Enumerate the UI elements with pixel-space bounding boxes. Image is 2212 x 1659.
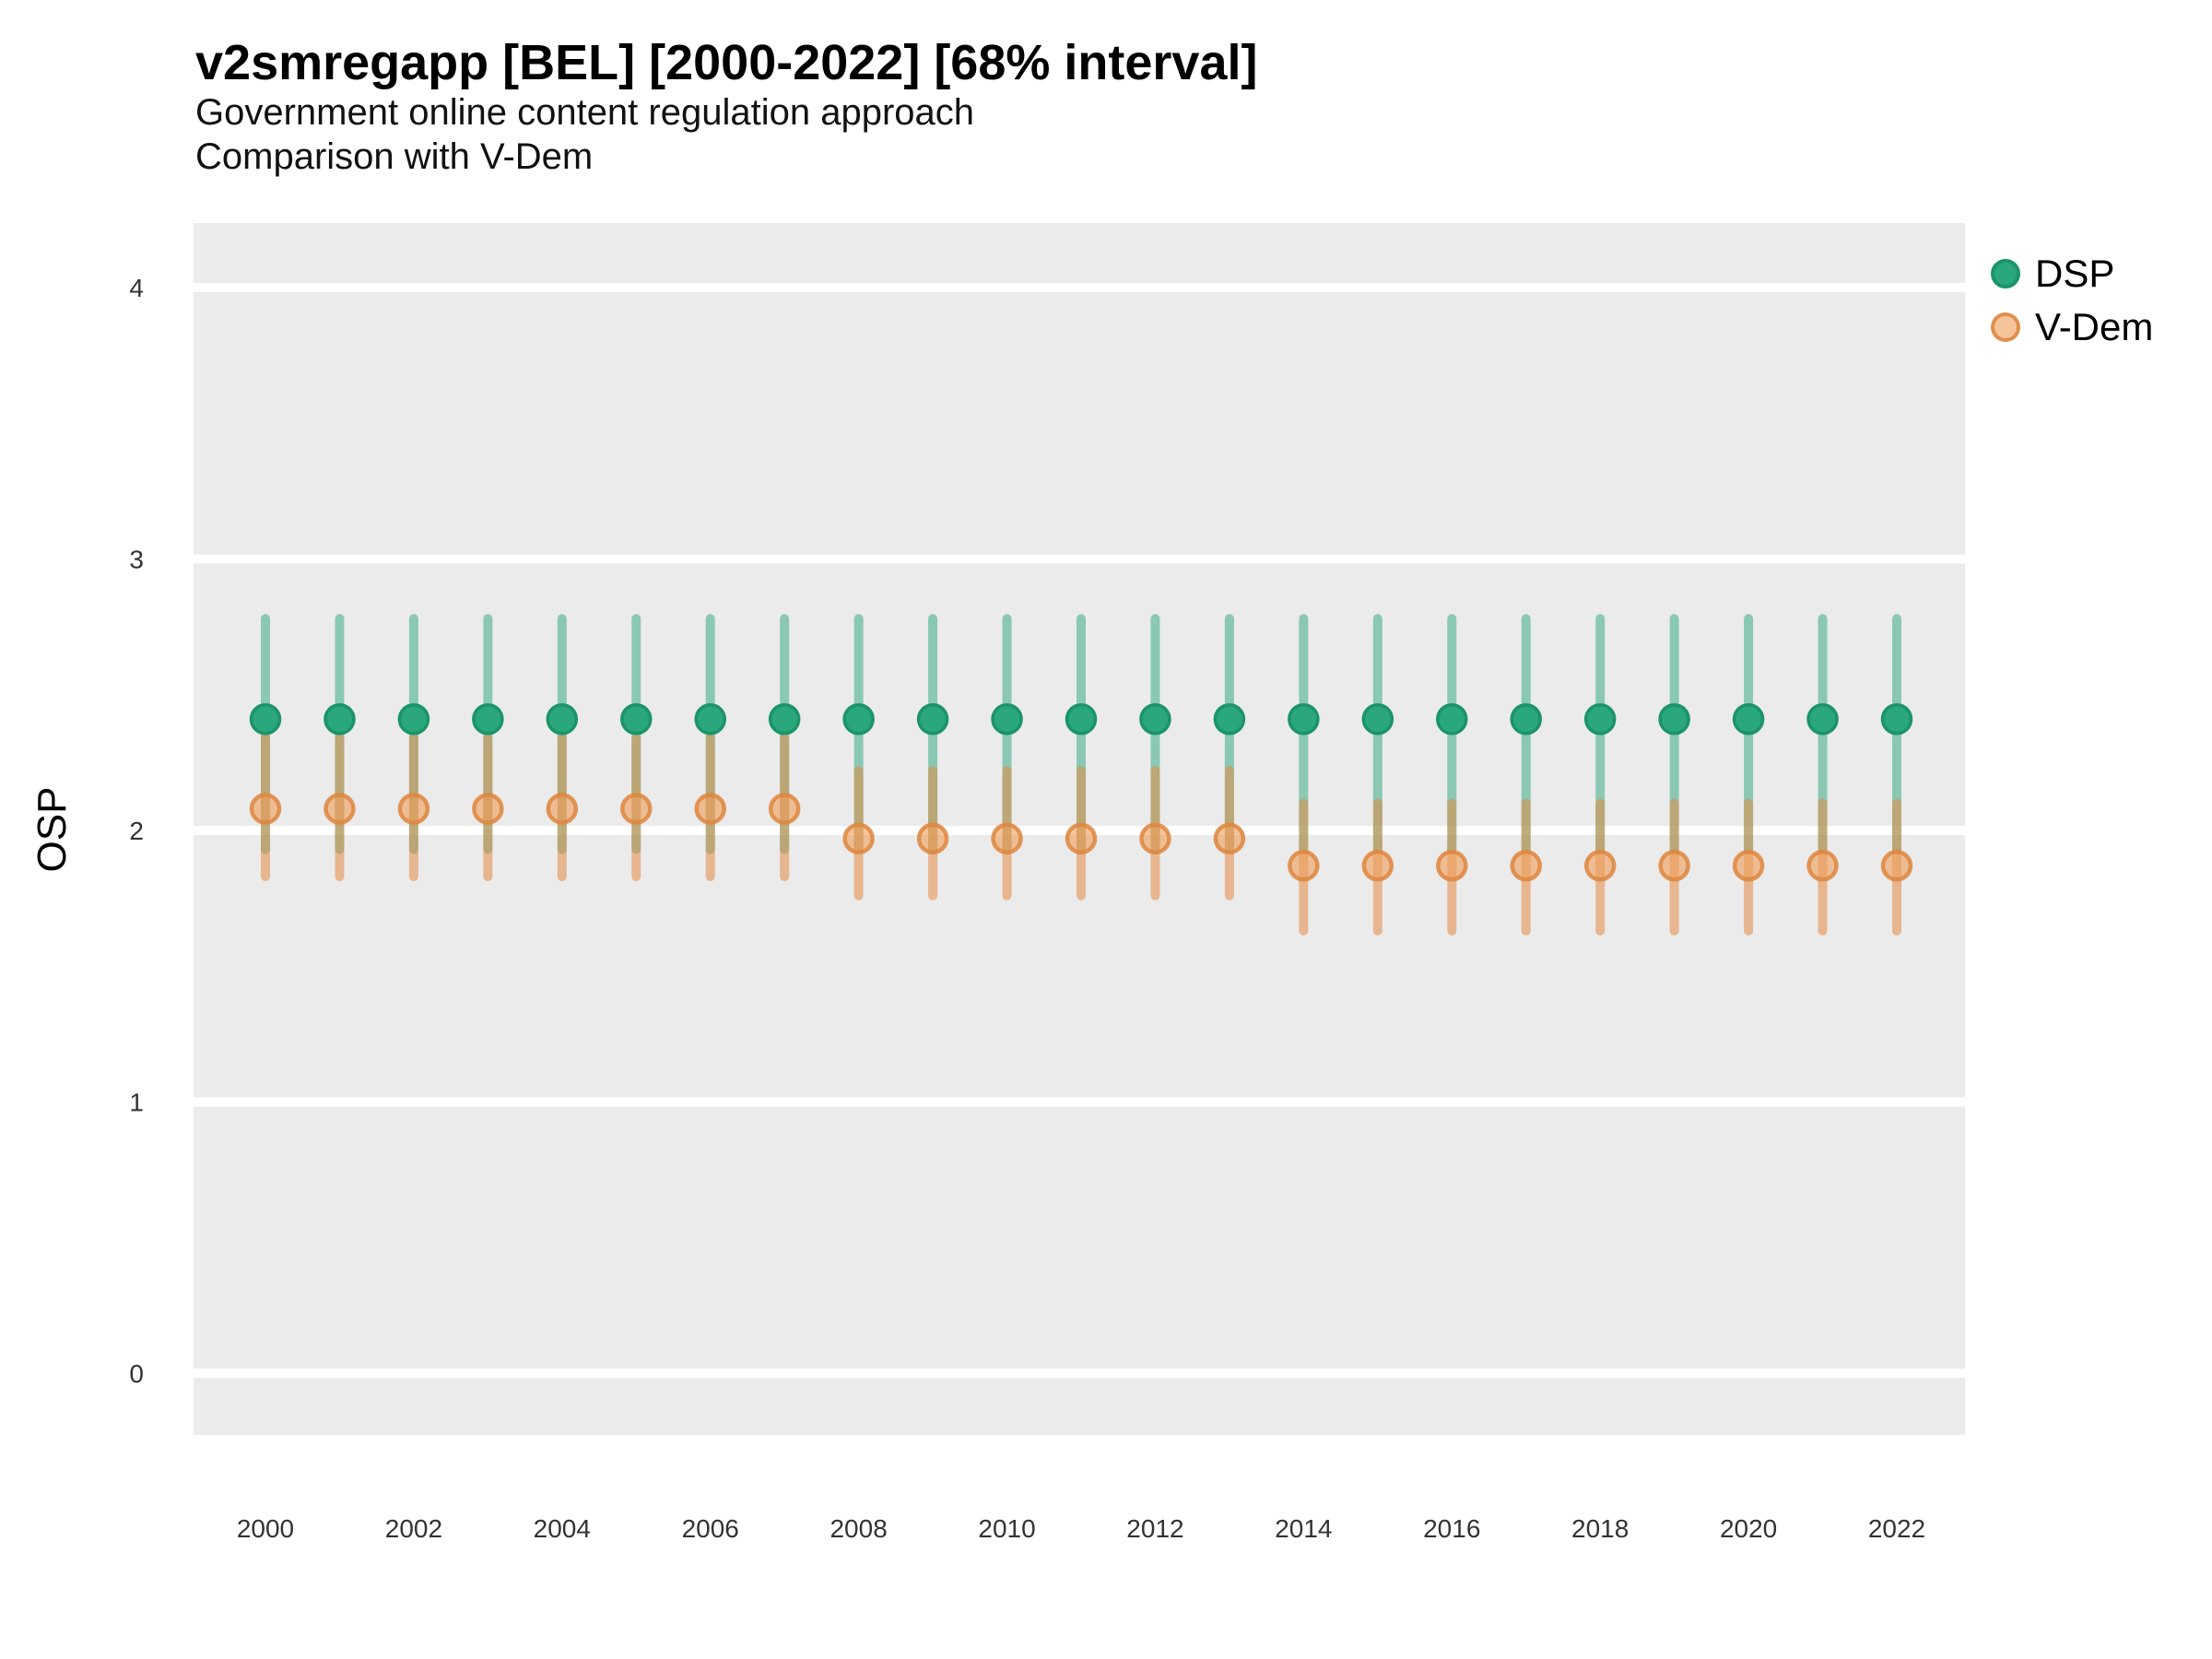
x-tick-label: 2020: [1720, 1514, 1777, 1543]
vdem-point: [397, 793, 430, 825]
vdem-point: [620, 793, 653, 825]
dsp-point: [916, 703, 949, 735]
legend: DSP V-Dem: [1991, 254, 2153, 347]
dsp-point: [694, 703, 726, 735]
vdem-point: [842, 822, 875, 855]
vdem-point: [1510, 850, 1542, 882]
x-tick-label: 2004: [534, 1514, 591, 1543]
chart-subtitle-line2: Comparison with V-Dem: [195, 136, 594, 177]
y-tick-label: 4: [129, 274, 144, 302]
legend-item-dsp: DSP: [1991, 254, 2153, 293]
dsp-point: [991, 703, 1023, 735]
dsp-legend-key-icon: [1991, 259, 2020, 288]
legend-label-vdem: V-Dem: [2035, 305, 2154, 348]
vdem-point: [1880, 850, 1913, 882]
x-tick-label: 2014: [1275, 1514, 1332, 1543]
vdem-point: [1658, 850, 1690, 882]
vdem-point: [249, 793, 282, 825]
vdem-point: [472, 793, 504, 825]
y-tick-label: 0: [129, 1359, 144, 1388]
dsp-point: [1658, 703, 1690, 735]
vdem-point: [1065, 822, 1098, 855]
legend-item-vdem: V-Dem: [1991, 308, 2153, 347]
x-tick-label: 2012: [1126, 1514, 1183, 1543]
dsp-point: [546, 703, 579, 735]
dsp-point: [1510, 703, 1542, 735]
chart-title: v2smregapp [BEL] [2000-2022] [68% interv…: [195, 35, 1258, 90]
dsp-point: [1880, 703, 1913, 735]
dsp-point: [1213, 703, 1246, 735]
chart-header: v2smregapp [BEL] [2000-2022] [68% interv…: [195, 35, 1257, 179]
dsp-point: [1436, 703, 1468, 735]
dsp-point: [1139, 703, 1171, 735]
dsp-point: [249, 703, 282, 735]
dsp-point: [1065, 703, 1098, 735]
x-tick-label: 2002: [385, 1514, 442, 1543]
x-tick-label: 2016: [1423, 1514, 1480, 1543]
dsp-point: [1806, 703, 1839, 735]
vdem-point: [1436, 850, 1468, 882]
x-tick-label: 2018: [1571, 1514, 1629, 1543]
vdem-point: [694, 793, 726, 825]
y-axis-title: OSP: [29, 786, 75, 873]
dsp-point: [768, 703, 801, 735]
vdem-point: [1361, 850, 1394, 882]
legend-label-dsp: DSP: [2035, 252, 2115, 295]
vdem-point: [916, 822, 949, 855]
vdem-point: [1583, 850, 1617, 882]
x-tick-label: 2000: [237, 1514, 294, 1543]
vdem-point: [991, 822, 1023, 855]
vdem-point: [1139, 822, 1171, 855]
dsp-point: [1288, 703, 1320, 735]
vdem-point: [1213, 822, 1246, 855]
dsp-point: [1361, 703, 1394, 735]
dsp-point: [842, 703, 875, 735]
dsp-point: [397, 703, 430, 735]
y-tick-label: 2: [129, 817, 144, 845]
vdem-point: [1806, 850, 1839, 882]
dsp-point: [472, 703, 504, 735]
dsp-point: [620, 703, 653, 735]
chart-subtitle-line1: Government online content regulation app…: [195, 92, 974, 133]
y-tick-label: 1: [129, 1088, 144, 1117]
x-tick-label: 2022: [1868, 1514, 1925, 1543]
vdem-legend-key-icon: [1991, 312, 2020, 342]
vdem-point: [324, 793, 356, 825]
vdem-point: [1288, 850, 1320, 882]
vdem-point: [546, 793, 579, 825]
x-tick-label: 2006: [682, 1514, 739, 1543]
vdem-point: [1732, 850, 1765, 882]
x-tick-label: 2008: [830, 1514, 887, 1543]
dsp-point: [1732, 703, 1765, 735]
vdem-point: [768, 793, 801, 825]
x-tick-label: 2010: [978, 1514, 1035, 1543]
dsp-point: [1583, 703, 1617, 735]
dsp-point: [324, 703, 356, 735]
y-tick-label: 3: [129, 546, 144, 574]
